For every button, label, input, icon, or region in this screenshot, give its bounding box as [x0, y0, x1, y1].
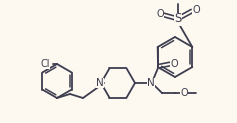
Text: O: O: [180, 88, 188, 98]
Text: O: O: [192, 5, 200, 15]
Text: S: S: [174, 13, 182, 25]
Text: O: O: [170, 59, 178, 69]
Text: N: N: [96, 78, 104, 88]
Text: N: N: [147, 78, 155, 88]
Text: Cl: Cl: [41, 59, 50, 69]
Text: O: O: [156, 9, 164, 19]
